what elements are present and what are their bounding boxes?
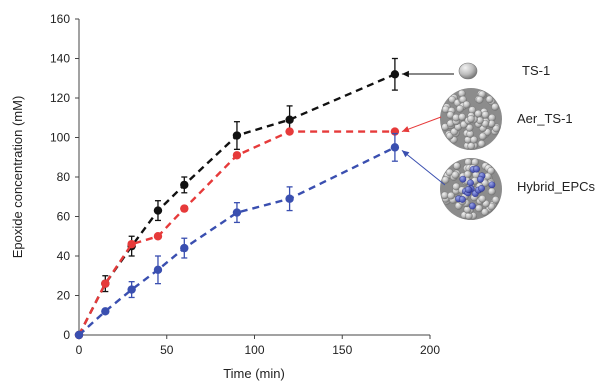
data-point-ts-1: [232, 131, 242, 140]
legend-label-hybrid-epcs: Hybrid_EPCs: [517, 179, 596, 194]
data-point-hybrid-epcs: [127, 285, 136, 294]
y-tick-label: 100: [50, 131, 70, 145]
series-aer-ts-1: [74, 127, 400, 340]
y-axis-title: Epoxide concentration (mM): [10, 96, 25, 259]
x-tick-label: 150: [332, 343, 352, 357]
y-tick-label: 160: [50, 12, 70, 26]
data-point-ts-1: [153, 206, 163, 215]
legend-arrows: [401, 70, 454, 186]
data-point-aer-ts-1: [285, 127, 294, 136]
data-point-ts-1: [285, 115, 294, 124]
legend-arrow-hybrid-epcs: [401, 149, 446, 186]
x-axis-title: Time (min): [223, 366, 285, 381]
data-point-hybrid-epcs: [390, 143, 400, 152]
y-tick-label: 80: [57, 170, 71, 184]
hybrid-cluster-icon: [440, 158, 502, 220]
sphere-cluster-icon: [440, 88, 502, 150]
y-tick-label: 60: [57, 210, 71, 224]
series-ts-1: [74, 57, 400, 340]
legend-label-ts1: TS-1: [522, 63, 550, 78]
legend-arrow-aer-ts1: [401, 116, 442, 133]
series-layer: [74, 57, 400, 340]
data-point-ts-1: [180, 180, 189, 190]
series-line-hybrid-epcs: [78, 146, 396, 336]
data-point-aer-ts-1: [101, 279, 110, 288]
legend-label-aer-ts1: Aer_TS-1: [517, 111, 573, 126]
x-ticks: 0 50 100 150 200: [76, 335, 440, 357]
data-point-aer-ts-1: [127, 239, 136, 249]
x-tick-label: 100: [244, 343, 264, 357]
data-point-hybrid-epcs: [153, 265, 163, 275]
y-tick-label: 20: [57, 289, 71, 303]
small-sphere-icon: [458, 62, 478, 80]
data-point-hybrid-epcs: [180, 243, 189, 253]
x-tick-label: 200: [420, 343, 440, 357]
data-point-hybrid-epcs: [74, 330, 84, 340]
legend: TS-1 Aer_TS-1 Hybrid_EPCs: [401, 62, 596, 220]
series-line-aer-ts-1: [77, 130, 395, 336]
data-point-aer-ts-1: [180, 204, 189, 213]
data-point-ts-1: [390, 70, 400, 79]
data-point-hybrid-epcs: [285, 194, 294, 203]
y-tick-label: 140: [50, 52, 70, 66]
data-point-aer-ts-1: [153, 232, 163, 241]
series-hybrid-epcs: [74, 132, 400, 340]
data-point-aer-ts-1: [232, 151, 242, 160]
y-tick-label: 40: [57, 249, 71, 263]
x-tick-label: 50: [160, 343, 174, 357]
legend-arrow-ts1: [401, 70, 454, 78]
y-tick-label: 0: [63, 328, 70, 342]
x-tick-label: 0: [76, 343, 83, 357]
y-tick-label: 120: [50, 91, 70, 105]
data-point-hybrid-epcs: [101, 307, 110, 316]
y-ticks: 0 20 40 60 80 100 120 140 160: [50, 12, 79, 342]
data-point-hybrid-epcs: [232, 208, 242, 217]
